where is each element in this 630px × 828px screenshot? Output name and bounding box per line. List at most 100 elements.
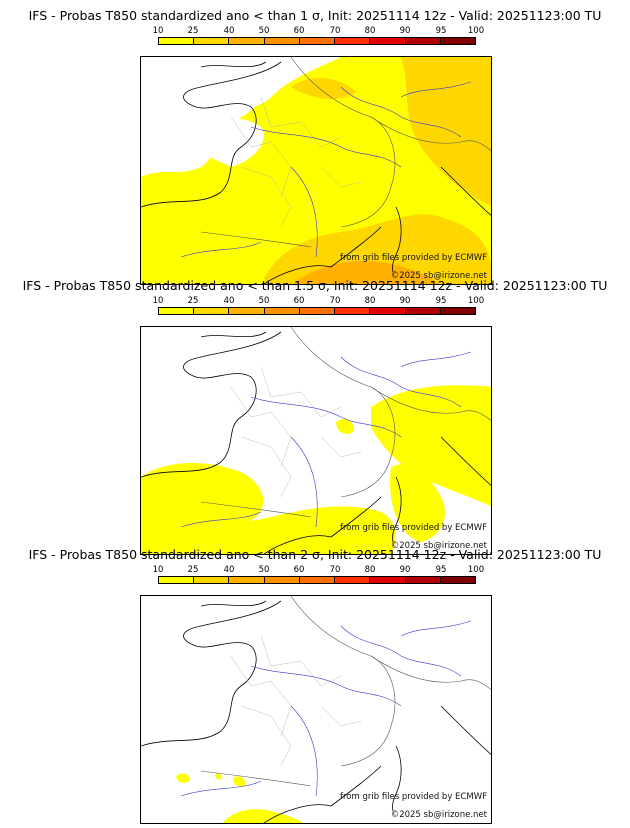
- legend-tick: 70: [329, 565, 341, 575]
- legend-color-swatch: [229, 577, 265, 583]
- probability-area-gold: [401, 57, 491, 207]
- country-borders: [200, 327, 491, 518]
- legend-tick-labels: 10 25 40 50 60 70 80 90 95 100: [153, 296, 485, 306]
- legend-tick-labels: 10 25 40 50 60 70 80 90 95 100: [153, 565, 485, 575]
- legend-tick: 40: [223, 26, 235, 36]
- copyright-credit: ©2025 sb@irizone.net: [390, 541, 487, 551]
- coastlines: [141, 61, 491, 284]
- legend-color-swatch: [405, 577, 441, 583]
- rivers: [180, 81, 472, 258]
- legend-tick: 50: [258, 26, 270, 36]
- legend-color-bar: [158, 307, 476, 315]
- legend-tick: 50: [258, 565, 270, 575]
- source-credit: from grib files provided by ECMWF: [340, 792, 487, 802]
- legend-color-bar: [158, 576, 476, 584]
- legend-tick: 95: [435, 296, 447, 306]
- legend-color-swatch: [194, 577, 230, 583]
- legend-color-swatch: [440, 308, 475, 314]
- legend-tick: 80: [364, 565, 376, 575]
- legend-color-swatch: [194, 308, 230, 314]
- legend-color-swatch: [335, 577, 371, 583]
- legend-color-bar: [158, 37, 476, 45]
- probability-area-yellow-iberia: [222, 809, 304, 823]
- legend-tick: 60: [293, 26, 305, 36]
- legend-tick: 80: [364, 26, 376, 36]
- legend-tick: 90: [399, 296, 411, 306]
- region-borders: [230, 366, 362, 498]
- legend-color-swatch: [335, 308, 371, 314]
- legend-tick: 25: [187, 296, 199, 306]
- legend-tick: 100: [467, 296, 485, 306]
- legend-color-swatch: [370, 38, 406, 44]
- map-graphic: [141, 327, 491, 554]
- legend-color-swatch: [194, 38, 230, 44]
- legend-tick: 40: [223, 565, 235, 575]
- legend-color-swatch: [264, 38, 300, 44]
- legend-tick: 90: [399, 26, 411, 36]
- copyright-credit: ©2025 sb@irizone.net: [390, 271, 487, 281]
- source-credit: from grib files provided by ECMWF: [340, 253, 487, 263]
- map-panel-1: IFS - Probas T850 standardized ano < tha…: [0, 8, 630, 285]
- map-panel-2: IFS - Probas T850 standardized ano < tha…: [0, 278, 630, 555]
- legend-tick: 50: [258, 296, 270, 306]
- rivers: [180, 620, 472, 797]
- probability-area-gold-north: [291, 77, 356, 99]
- colorbar-legend: 10 25 40 50 60 70 80 90 95 100: [153, 296, 485, 320]
- legend-tick: 10: [152, 26, 164, 36]
- legend-color-swatch: [159, 577, 195, 583]
- legend-tick: 95: [435, 26, 447, 36]
- legend-color-swatch: [335, 38, 371, 44]
- coastlines: [141, 600, 491, 823]
- country-borders: [200, 596, 491, 787]
- probability-map: from grib files provided by ECMWF ©2025 …: [140, 56, 492, 285]
- legend-color-swatch: [229, 38, 265, 44]
- probability-area-yellow-iberia: [141, 506, 396, 554]
- legend-color-swatch: [370, 308, 406, 314]
- country-borders: [200, 57, 491, 248]
- source-credit: from grib files provided by ECMWF: [340, 523, 487, 533]
- probability-area-yellow-spot: [215, 773, 222, 780]
- legend-tick: 40: [223, 296, 235, 306]
- legend-color-swatch: [405, 308, 441, 314]
- legend-color-swatch: [405, 38, 441, 44]
- legend-tick: 100: [467, 26, 485, 36]
- legend-color-swatch: [299, 38, 336, 44]
- legend-color-swatch: [440, 577, 475, 583]
- legend-tick: 80: [364, 296, 376, 306]
- panel-title: IFS - Probas T850 standardized ano < tha…: [22, 278, 608, 293]
- probability-area-yellow-corsica: [390, 464, 445, 542]
- legend-tick: 90: [399, 565, 411, 575]
- legend-tick: 95: [435, 565, 447, 575]
- legend-tick-labels: 10 25 40 50 60 70 80 90 95 100: [153, 26, 485, 36]
- legend-color-swatch: [370, 577, 406, 583]
- legend-color-swatch: [264, 308, 300, 314]
- legend-tick: 70: [329, 296, 341, 306]
- copyright-credit: ©2025 sb@irizone.net: [390, 810, 487, 820]
- probability-area-yellow-east: [371, 385, 491, 507]
- probability-area-yellow-small: [336, 419, 354, 434]
- panel-title: IFS - Probas T850 standardized ano < tha…: [28, 8, 602, 23]
- legend-color-swatch: [299, 577, 336, 583]
- region-borders: [230, 635, 362, 767]
- legend-color-swatch: [264, 577, 300, 583]
- legend-tick: 70: [329, 26, 341, 36]
- probability-area-gold-south: [261, 214, 491, 284]
- legend-color-swatch: [440, 38, 475, 44]
- probability-map: from grib files provided by ECMWF ©2025 …: [140, 326, 492, 555]
- legend-tick: 100: [467, 565, 485, 575]
- legend-tick: 25: [187, 565, 199, 575]
- rivers: [180, 351, 472, 528]
- panel-title: IFS - Probas T850 standardized ano < tha…: [28, 547, 602, 562]
- map-graphic: [141, 596, 491, 823]
- map-graphic: [141, 57, 491, 284]
- probability-map: from grib files provided by ECMWF ©2025 …: [140, 595, 492, 824]
- legend-tick: 10: [152, 296, 164, 306]
- legend-color-swatch: [299, 308, 336, 314]
- legend-tick: 10: [152, 565, 164, 575]
- probability-area-yellow-spot: [176, 773, 190, 783]
- map-panel-3: IFS - Probas T850 standardized ano < tha…: [0, 547, 630, 824]
- legend-tick: 60: [293, 565, 305, 575]
- legend-color-swatch: [159, 308, 195, 314]
- probability-area-yellow-spot: [233, 776, 246, 788]
- colorbar-legend: 10 25 40 50 60 70 80 90 95 100: [153, 26, 485, 50]
